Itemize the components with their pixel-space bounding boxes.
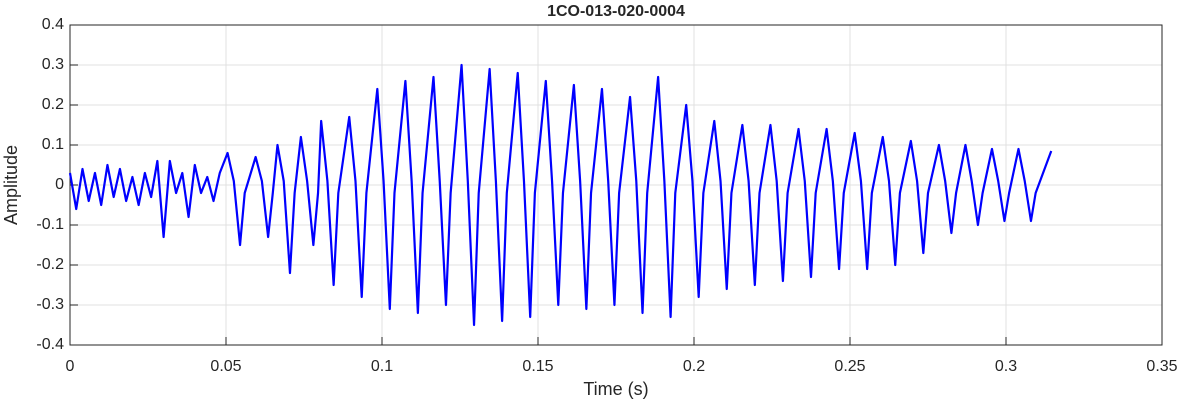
y-tick-label: -0.3 <box>36 296 64 313</box>
x-tick-label: 0 <box>66 358 75 375</box>
chart-title: 1CO-013-020-0004 <box>547 3 685 20</box>
y-tick-label: 0.4 <box>42 16 64 33</box>
y-tick-label: 0.1 <box>42 136 64 153</box>
y-tick-label: 0.3 <box>42 56 64 73</box>
x-tick-label: 0.15 <box>522 358 553 375</box>
y-tick-label: -0.4 <box>36 336 64 353</box>
x-tick-label: 0.25 <box>834 358 865 375</box>
plot-frame <box>69 24 1163 346</box>
x-tick-label: 0.05 <box>210 358 241 375</box>
y-tick-label: 0 <box>55 176 64 193</box>
y-tick-label: -0.2 <box>36 256 64 273</box>
y-tick-label: 0.2 <box>42 96 64 113</box>
x-tick-label: 0.3 <box>995 358 1017 375</box>
y-tick-label: -0.1 <box>36 216 64 233</box>
x-tick-label: 0.35 <box>1146 358 1177 375</box>
x-tick-label: 0.1 <box>371 358 393 375</box>
line-series <box>68 63 1053 327</box>
y-axis-label: Amplitude <box>1 145 21 225</box>
x-axis-label: Time (s) <box>583 379 648 399</box>
x-tick-label: 0.2 <box>683 358 705 375</box>
